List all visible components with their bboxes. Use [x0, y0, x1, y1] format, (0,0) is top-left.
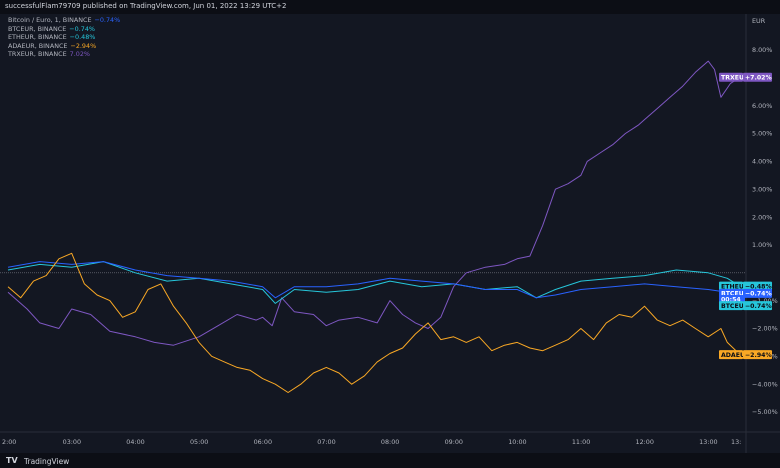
y-tick-label: −2.00% — [752, 325, 778, 333]
price-tag-value-bg — [743, 281, 772, 291]
x-tick-label: 04:00 — [126, 438, 144, 446]
series-line-etheur — [7, 261, 741, 304]
price-tag-value: +7.02% — [745, 74, 772, 81]
price-tag-label: 00:54 — [721, 297, 741, 304]
y-tick-label: 1.00% — [752, 241, 772, 249]
legend-item[interactable]: ETHEUR, BINANCE −0.48% — [8, 33, 96, 41]
price-tag-label: ETHEUR — [721, 283, 749, 290]
x-tick-label: 07:00 — [317, 438, 335, 446]
price-tag-label-bg — [719, 301, 743, 311]
y-tick-label: −5.00% — [752, 408, 778, 416]
publisher-line: successfulFlam79709 published on Trading… — [5, 2, 287, 10]
price-tag-value-bg — [743, 288, 772, 298]
x-tick-label: 13:00 — [699, 438, 717, 446]
tradingview-logo: TV — [6, 456, 18, 465]
price-tag-value: −2.94% — [745, 352, 772, 359]
y-tick-label: 8.00% — [752, 46, 772, 54]
legend-change: −0.48% — [69, 33, 96, 41]
y-tick-label: 4.00% — [752, 158, 772, 166]
y-tick-label: −1.00% — [752, 297, 778, 305]
legend-item[interactable]: TRXEUR, BINANCE 7.02% — [8, 50, 90, 58]
legend-item[interactable]: Bitcoin / Euro, 1, BINANCE −0.74% — [8, 16, 121, 24]
legend-change: 7.02% — [69, 50, 90, 58]
price-tag-label: ADAEUR — [721, 352, 750, 359]
y-tick-label: −4.00% — [752, 380, 778, 388]
y-axis-title: EUR — [752, 17, 766, 25]
legend-change: −0.74% — [94, 16, 121, 24]
legend-item[interactable]: BTCEUR, BINANCE −0.74% — [8, 24, 95, 33]
price-tag-label-bg — [719, 72, 743, 82]
legend-change: −2.94% — [70, 41, 97, 50]
price-tag-label: BTCEUR — [721, 291, 749, 298]
price-tag-value-bg — [743, 301, 772, 311]
x-tick-label: 06:00 — [254, 438, 272, 446]
legend: Bitcoin / Euro, 1, BINANCE −0.74% BTCEUR,… — [8, 16, 120, 59]
y-tick-label: 3.00% — [752, 185, 772, 193]
price-tag-label: BTCEUR — [721, 303, 749, 310]
price-chart[interactable]: EUR 8.00%7.00%6.00%5.00%4.00%3.00%2.00%1… — [0, 0, 780, 453]
x-tick-label: 10:00 — [508, 438, 526, 446]
footer-bar: TV TradingView — [0, 453, 780, 468]
series-line-trxeur — [7, 60, 741, 346]
price-tag-value: −0.74% — [745, 291, 772, 298]
y-tick-label: 6.00% — [752, 102, 772, 110]
x-tick-label: 03:00 — [63, 438, 81, 446]
series-line-btceur — [7, 261, 741, 299]
price-tag-value: −0.74% — [745, 303, 772, 310]
legend-item[interactable]: ADAEUR, BINANCE −2.94% — [8, 41, 97, 50]
y-tick-label: 5.00% — [752, 130, 772, 138]
tradingview-brand: TradingView — [24, 456, 70, 466]
x-tick-label: 05:00 — [190, 438, 208, 446]
price-tag-value-bg — [743, 72, 772, 82]
x-tick-label: 12:00 — [636, 438, 654, 446]
x-tick-label: 2:00 — [2, 438, 16, 446]
x-tick-label: 13: — [731, 438, 741, 446]
y-tick-label: 2.00% — [752, 213, 772, 221]
price-tag-label: TRXEUR — [721, 74, 749, 81]
price-tag-value: −0.48% — [745, 283, 772, 290]
price-tag-label-bg — [719, 281, 743, 291]
x-tick-label: 08:00 — [381, 438, 399, 446]
publish-bar: successfulFlam79709 published on Trading… — [0, 0, 780, 14]
x-tick-label: 11:00 — [572, 438, 590, 446]
x-tick-label: 09:00 — [445, 438, 463, 446]
legend-change: −0.74% — [69, 24, 95, 33]
price-tag-value-bg — [743, 350, 772, 360]
price-tag-label-bg — [719, 350, 743, 360]
series-line-adaeur — [7, 252, 741, 393]
